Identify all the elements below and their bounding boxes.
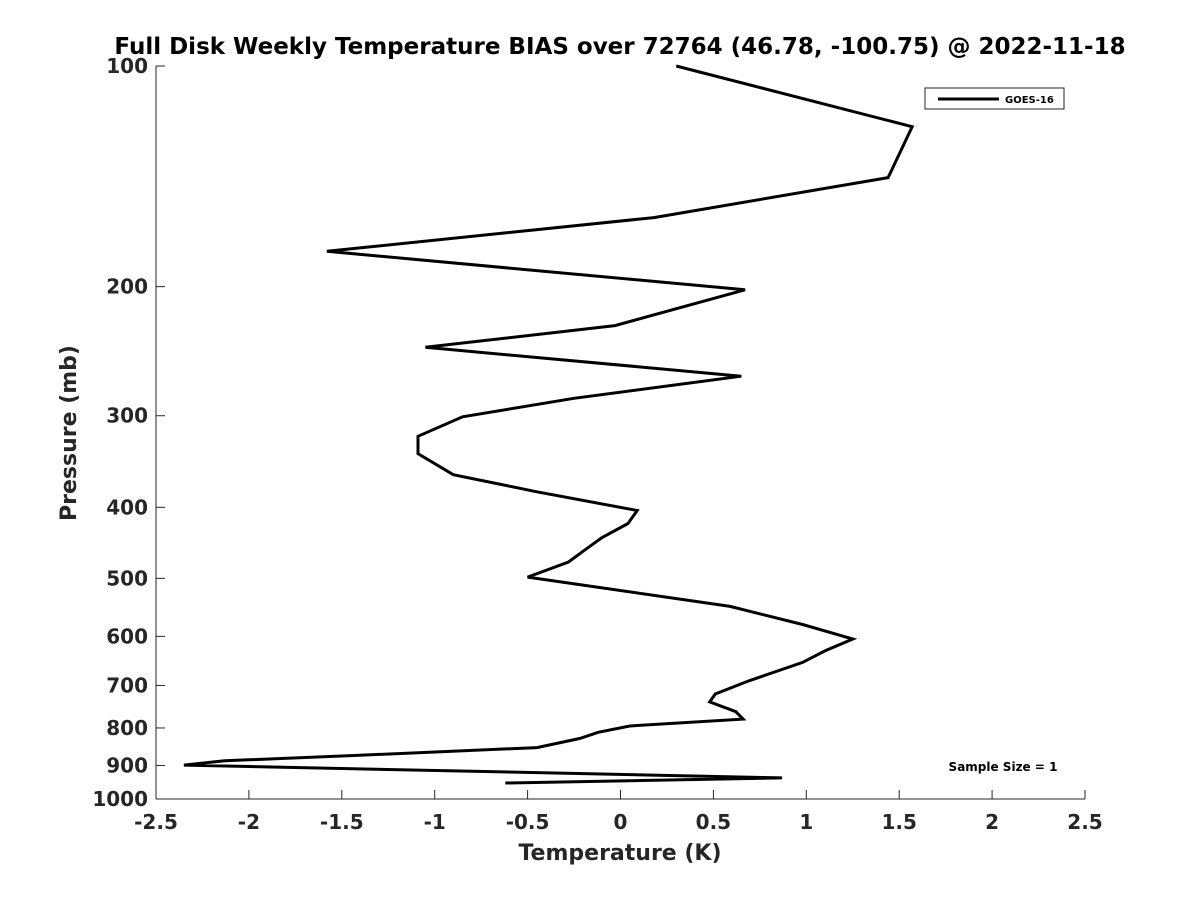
y-tick-label: 700 bbox=[106, 673, 148, 697]
y-tick-label: 300 bbox=[106, 404, 148, 428]
series-line-goes-16 bbox=[183, 64, 915, 785]
x-tick-label: 1 bbox=[799, 810, 813, 834]
x-tick-label: -1 bbox=[424, 810, 446, 834]
y-tick-label: 400 bbox=[106, 495, 148, 519]
y-tick-label: 1000 bbox=[92, 787, 148, 811]
x-tick-label: 0 bbox=[614, 810, 628, 834]
y-axis-ticks: 100 200 300 400 500 600 700 800 900 1000 bbox=[92, 54, 165, 811]
x-tick-label: -0.5 bbox=[506, 810, 550, 834]
y-tick-label: 800 bbox=[106, 716, 148, 740]
x-tick-label: 2 bbox=[985, 810, 999, 834]
y-axis-label: Pressure (mb) bbox=[57, 345, 82, 521]
x-tick-label: 0.5 bbox=[696, 810, 731, 834]
y-tick-label: 900 bbox=[106, 753, 148, 777]
x-tick-label: -1.5 bbox=[320, 810, 364, 834]
x-axis-label: Temperature (K) bbox=[518, 841, 721, 866]
x-tick-label: -2.5 bbox=[134, 810, 178, 834]
legend-label: GOES-16 bbox=[1005, 95, 1054, 106]
x-tick-label: -2 bbox=[238, 810, 260, 834]
x-tick-label: 1.5 bbox=[881, 810, 916, 834]
chart-title: Full Disk Weekly Temperature BIAS over 7… bbox=[114, 34, 1125, 60]
y-tick-label: 500 bbox=[106, 566, 148, 590]
legend: GOES-16 bbox=[924, 87, 1065, 110]
y-tick-label: 200 bbox=[106, 275, 148, 299]
y-tick-label: 600 bbox=[106, 624, 148, 648]
x-tick-label: 2.5 bbox=[1067, 810, 1102, 834]
sample-size-annotation: Sample Size = 1 bbox=[949, 760, 1058, 774]
series-layer bbox=[183, 64, 915, 785]
y-tick-label: 100 bbox=[106, 54, 148, 78]
x-axis-ticks: -2.5 -2 -1.5 -1 -0.5 0 0.5 1 1.5 2 2.5 bbox=[134, 790, 1103, 834]
